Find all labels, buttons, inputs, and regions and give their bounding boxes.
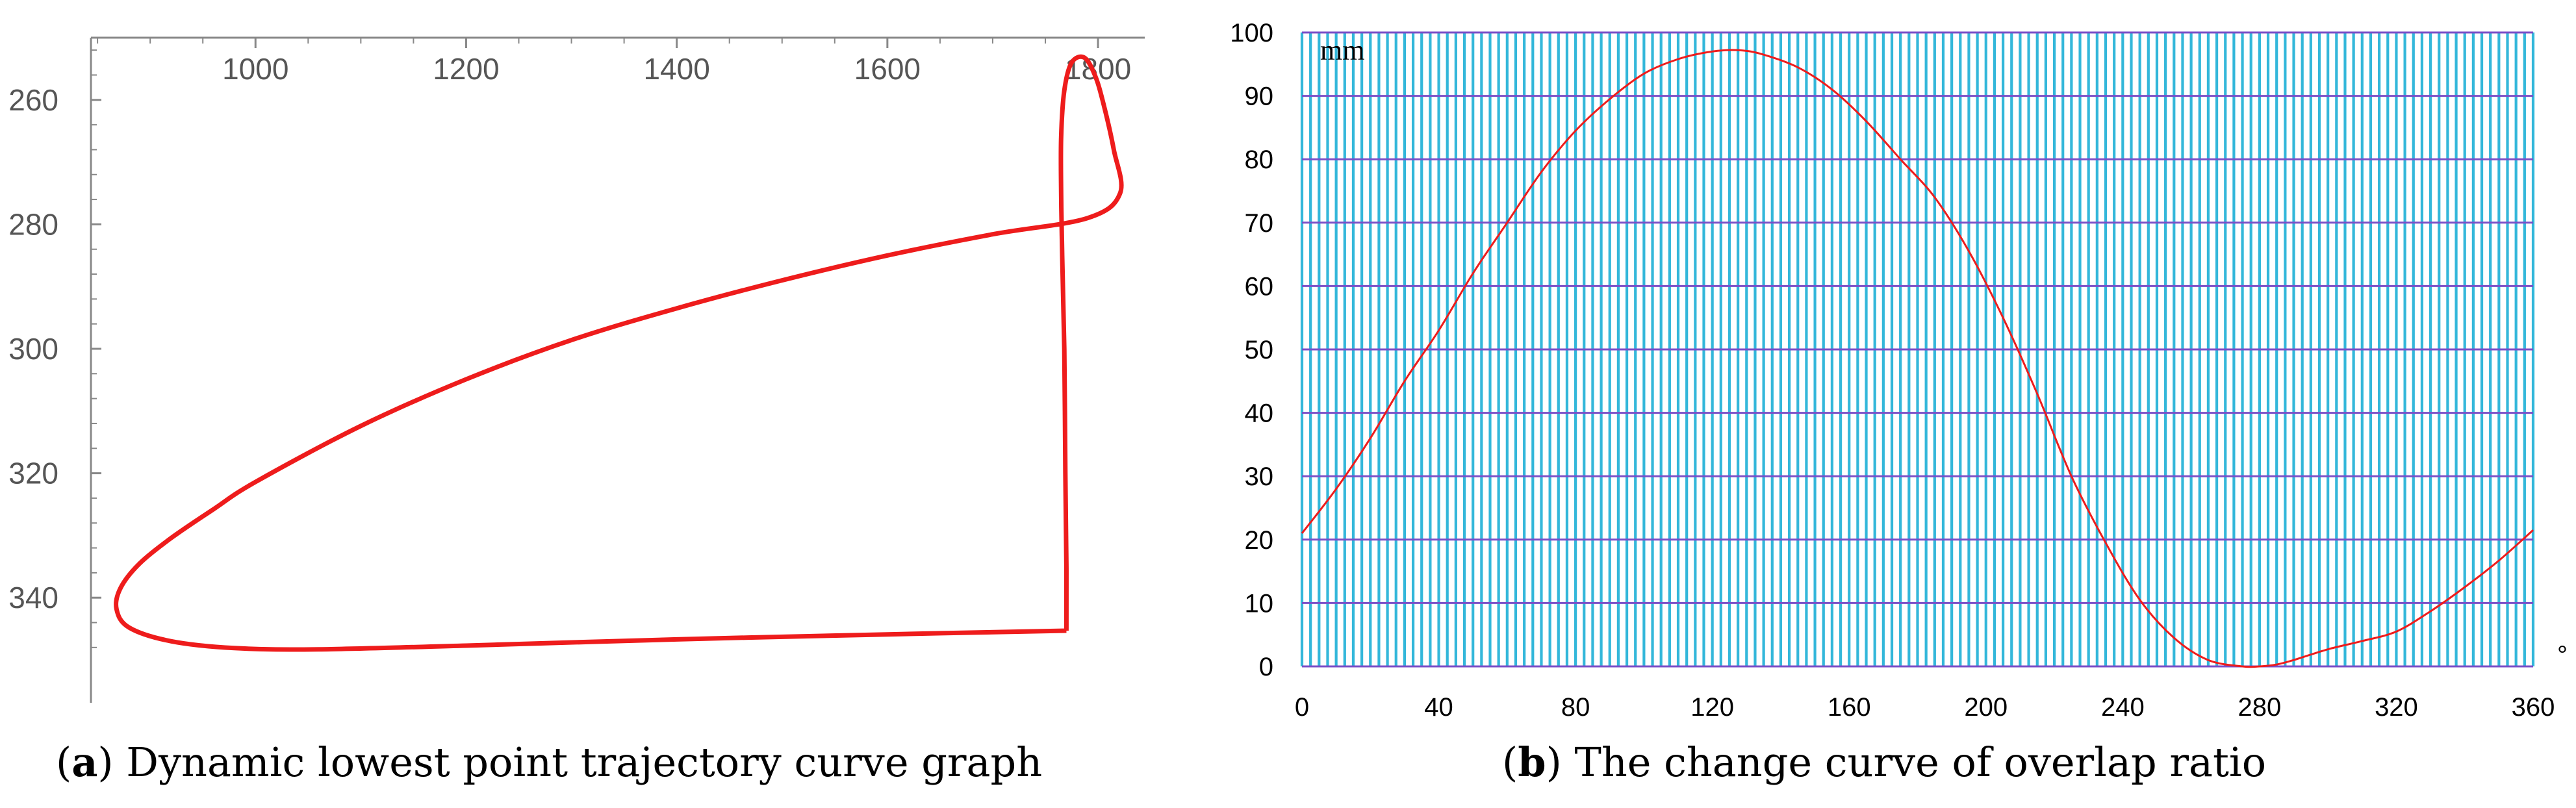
chart-a-trajectory-line xyxy=(114,54,1124,652)
chart-b-y-tick-label: 60 xyxy=(1245,272,1274,301)
svg-text:(b) The change curve of overla: (b) The change curve of overlap ratio xyxy=(1502,739,2266,786)
caption-a-letter: a xyxy=(71,739,97,786)
chart-b-y-unit: mm xyxy=(1320,34,1364,66)
caption-b: (b) The change curve of overlap ratio xyxy=(1502,739,2266,786)
chart-b-x-tick-label: 120 xyxy=(1690,693,1734,722)
chart-b-x-tick-label: 40 xyxy=(1424,693,1453,722)
chart-a-y-tick-label: 260 xyxy=(8,83,58,117)
chart-b-y-tick-label: 50 xyxy=(1245,336,1274,364)
chart-b-x-tick-label: 360 xyxy=(2512,693,2555,722)
caption-b-letter: b xyxy=(1518,739,1546,786)
caption-b-text: The change curve of overlap ratio xyxy=(1574,739,2266,786)
chart-b-y-tick-label: 40 xyxy=(1245,399,1274,428)
caption-a-text: Dynamic lowest point trajectory curve gr… xyxy=(126,739,1042,786)
chart-a-x-tick-label: 1000 xyxy=(222,52,288,86)
chart-b-x-tick-label: 200 xyxy=(1964,693,2008,722)
chart-b: 0 40 80 120 160 200 240 280 320 360 0 10 20 30 40 50 60 7… xyxy=(1230,19,2568,722)
chart-b-y-tick-label: 80 xyxy=(1245,145,1274,174)
chart-b-y-tick-label: 10 xyxy=(1245,589,1274,618)
chart-a-minor-ticks xyxy=(91,38,1099,648)
chart-a-x-tick-label: 1200 xyxy=(433,52,499,86)
caption-b-open-paren: ( xyxy=(1502,739,1518,786)
chart-a-x-tick-label: 1400 xyxy=(643,52,709,86)
chart-a-x-tick-label: 1600 xyxy=(854,52,921,86)
chart-a-y-tick-label: 300 xyxy=(8,332,58,366)
caption-a-close-paren: ) xyxy=(97,739,126,786)
chart-b-y-tick-label: 20 xyxy=(1245,526,1274,555)
chart-b-x-tick-label: 240 xyxy=(2101,693,2145,722)
caption-a: (a) Dynamic lowest point trajectory curv… xyxy=(56,739,1042,786)
chart-b-y-tick-label: 70 xyxy=(1245,209,1274,238)
chart-b-x-tick-label: 280 xyxy=(2238,693,2282,722)
chart-a-y-tick-label: 280 xyxy=(8,207,58,241)
chart-b-overlap-ratio-line xyxy=(1301,49,2534,668)
chart-b-x-tick-label: 160 xyxy=(1828,693,1871,722)
caption-a-open-paren: ( xyxy=(56,739,71,786)
chart-b-x-unit: ° xyxy=(2557,641,2568,670)
chart-b-ticks: 0 40 80 120 160 200 240 280 320 360 0 10 20 30 40 50 60 7… xyxy=(1230,19,2555,722)
chart-b-x-tick-label: 80 xyxy=(1561,693,1590,722)
chart-b-x-tick-label: 320 xyxy=(2375,693,2418,722)
caption-b-close-paren: ) xyxy=(1546,739,1575,786)
chart-a-y-tick-label: 320 xyxy=(8,457,58,490)
chart-b-y-tick-label: 30 xyxy=(1245,462,1274,491)
svg-text:(a) Dynamic lowest point traje: (a) Dynamic lowest point trajectory curv… xyxy=(56,739,1042,786)
chart-a-y-tick-label: 340 xyxy=(8,581,58,614)
chart-b-x-tick-label: 0 xyxy=(1295,693,1309,722)
chart-b-y-tick-label: 0 xyxy=(1259,653,1273,681)
chart-b-y-tick-label: 100 xyxy=(1230,19,1273,47)
chart-b-y-tick-label: 90 xyxy=(1245,82,1274,111)
